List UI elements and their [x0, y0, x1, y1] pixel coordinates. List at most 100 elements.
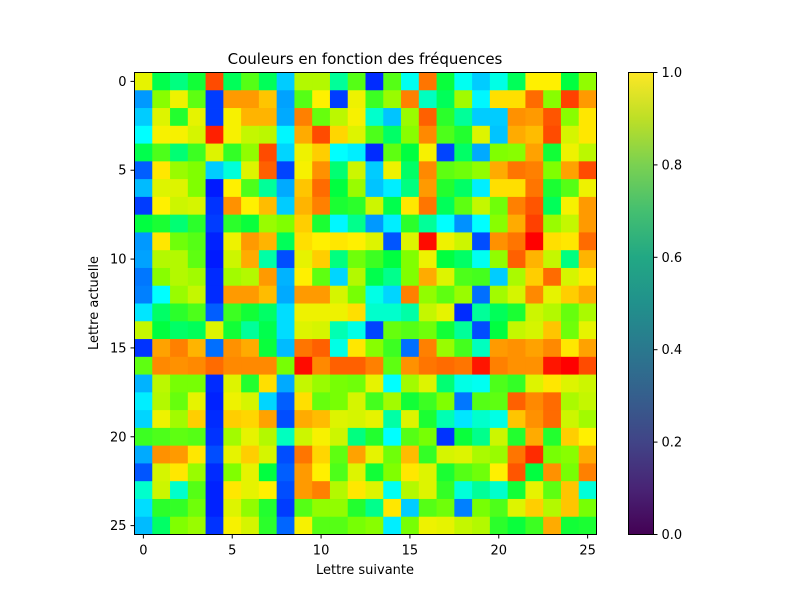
heatmap-cell-r7-c12 — [347, 196, 366, 216]
heatmap-cell-r3-c0 — [134, 125, 153, 144]
heatmap-cell-r4-c6 — [241, 143, 260, 162]
heatmap-cell-r17-c19 — [472, 374, 491, 393]
heatmap-cell-r14-c5 — [223, 321, 242, 340]
heatmap-cell-r7-c11 — [329, 196, 349, 216]
colorbar-tick-label: 1.0 — [662, 66, 683, 81]
heatmap-cell-r22-c0 — [134, 463, 153, 482]
heatmap-cell-r0-c1 — [152, 72, 171, 91]
heatmap-cell-r8-c17 — [436, 214, 455, 233]
heatmap-cell-r4-c10 — [312, 143, 331, 162]
colorbar — [628, 72, 654, 535]
heatmap-cell-r20-c0 — [134, 427, 153, 447]
heatmap-cell-r14-c22 — [525, 321, 544, 340]
heatmap-cell-r15-c18 — [454, 339, 473, 358]
y-tick-label: 10 — [110, 253, 127, 268]
heatmap-cell-r5-c19 — [472, 161, 491, 180]
heatmap-cell-r9-c21 — [507, 232, 526, 251]
heatmap-cell-r19-c4 — [205, 410, 224, 429]
heatmap-cell-r14-c0 — [134, 321, 153, 340]
heatmap-cell-r23-c5 — [223, 481, 242, 500]
heatmap-cell-r4-c16 — [418, 143, 437, 162]
heatmap-cell-r15-c0 — [134, 339, 153, 358]
heatmap-cell-r3-c6 — [241, 125, 260, 144]
heatmap-cell-r2-c25 — [578, 108, 597, 127]
heatmap-cell-r3-c7 — [258, 125, 278, 144]
heatmap-cell-r8-c15 — [401, 214, 420, 233]
heatmap-cell-r12-c1 — [152, 285, 171, 304]
heatmap-cell-r22-c13 — [365, 463, 384, 482]
heatmap-cell-r0-c24 — [560, 72, 580, 91]
heatmap-cell-r14-c12 — [347, 321, 366, 340]
heatmap-cell-r18-c1 — [152, 392, 171, 411]
heatmap-cell-r20-c13 — [365, 427, 384, 447]
heatmap-cell-r17-c1 — [152, 374, 171, 393]
heatmap-cell-r25-c25 — [578, 516, 597, 535]
heatmap-cell-r18-c0 — [134, 392, 153, 411]
heatmap-cell-r10-c19 — [472, 250, 491, 269]
heatmap-cell-r8-c22 — [525, 214, 544, 233]
heatmap-cell-r24-c24 — [560, 498, 580, 518]
heatmap-cell-r15-c11 — [329, 339, 349, 358]
heatmap-cell-r22-c12 — [347, 463, 366, 482]
heatmap-cell-r21-c2 — [170, 445, 189, 464]
heatmap-cell-r15-c7 — [258, 339, 278, 358]
heatmap-cell-r5-c11 — [329, 161, 349, 180]
heatmap-cell-r23-c1 — [152, 481, 171, 500]
heatmap-cell-r11-c7 — [258, 267, 278, 287]
heatmap-cell-r6-c1 — [152, 179, 171, 198]
heatmap-cell-r7-c19 — [472, 196, 491, 216]
heatmap-cell-r14-c1 — [152, 321, 171, 340]
heatmap-cell-r10-c15 — [401, 250, 420, 269]
heatmap-cell-r8-c9 — [294, 214, 313, 233]
heatmap-cell-r24-c14 — [383, 498, 402, 518]
heatmap-cell-r5-c10 — [312, 161, 331, 180]
heatmap-cell-r3-c11 — [329, 125, 349, 144]
heatmap-cell-r10-c2 — [170, 250, 189, 269]
heatmap-cell-r0-c20 — [489, 72, 509, 91]
x-tick-label: 20 — [490, 544, 507, 559]
heatmap-cell-r18-c12 — [347, 392, 366, 411]
heatmap-cell-r1-c3 — [187, 90, 206, 109]
heatmap-cell-r5-c25 — [578, 161, 597, 180]
heatmap-cell-r20-c17 — [436, 427, 455, 447]
heatmap-cell-r5-c16 — [418, 161, 437, 180]
heatmap-cell-r16-c0 — [134, 356, 153, 375]
heatmap-cell-r22-c2 — [170, 463, 189, 482]
heatmap-cell-r2-c14 — [383, 108, 402, 127]
heatmap-cell-r20-c15 — [401, 427, 420, 447]
heatmap-cell-r4-c13 — [365, 143, 384, 162]
heatmap-cell-r6-c11 — [329, 179, 349, 198]
heatmap-cell-r19-c9 — [294, 410, 313, 429]
heatmap-cell-r1-c5 — [223, 90, 242, 109]
heatmap-cell-r4-c19 — [472, 143, 491, 162]
heatmap-cell-r13-c10 — [312, 303, 331, 322]
heatmap-cell-r6-c13 — [365, 179, 384, 198]
heatmap-cell-r0-c0 — [134, 72, 153, 91]
heatmap-cell-r3-c5 — [223, 125, 242, 144]
heatmap-cell-r24-c25 — [578, 498, 597, 518]
heatmap-cell-r7-c5 — [223, 196, 242, 216]
heatmap-cell-r25-c0 — [134, 516, 153, 535]
heatmap-cell-r9-c15 — [401, 232, 420, 251]
heatmap-cell-r21-c19 — [472, 445, 491, 464]
heatmap-cell-r9-c7 — [258, 232, 278, 251]
heatmap-cell-r9-c14 — [383, 232, 402, 251]
heatmap-cell-r7-c22 — [525, 196, 544, 216]
heatmap-cell-r22-c8 — [276, 463, 295, 482]
heatmap-cell-r21-c10 — [312, 445, 331, 464]
heatmap-cell-r6-c14 — [383, 179, 402, 198]
heatmap-cell-r16-c11 — [329, 356, 349, 375]
heatmap-cell-r12-c6 — [241, 285, 260, 304]
heatmap-cell-r18-c2 — [170, 392, 189, 411]
heatmap-cell-r6-c24 — [560, 179, 580, 198]
heatmap-cell-r8-c0 — [134, 214, 153, 233]
heatmap-cell-r19-c25 — [578, 410, 597, 429]
heatmap-cell-r18-c25 — [578, 392, 597, 411]
heatmap-cell-r22-c3 — [187, 463, 206, 482]
heatmap-cell-r4-c25 — [578, 143, 597, 162]
heatmap-cell-r14-c23 — [543, 321, 562, 340]
heatmap-cell-r15-c20 — [489, 339, 509, 358]
heatmap-cell-r24-c0 — [134, 498, 153, 518]
heatmap-cell-r5-c6 — [241, 161, 260, 180]
